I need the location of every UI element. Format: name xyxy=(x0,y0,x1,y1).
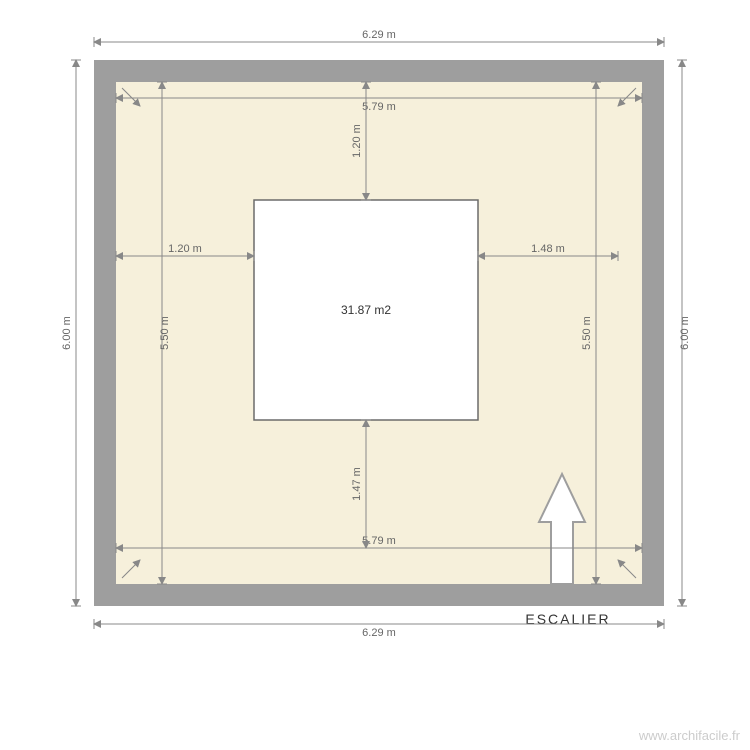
watermark: www.archifacile.fr xyxy=(638,728,741,743)
svg-text:5.79 m: 5.79 m xyxy=(362,535,396,547)
svg-text:1.47 m: 1.47 m xyxy=(351,467,363,501)
svg-text:6.00 m: 6.00 m xyxy=(61,316,73,350)
svg-text:1.20 m: 1.20 m xyxy=(168,243,202,255)
svg-text:1.48 m: 1.48 m xyxy=(531,243,565,255)
svg-text:5.50 m: 5.50 m xyxy=(159,316,171,350)
svg-text:5.50 m: 5.50 m xyxy=(581,316,593,350)
escalier-label: ESCALIER xyxy=(525,611,610,627)
svg-text:6.29 m: 6.29 m xyxy=(362,627,396,639)
area-label: 31.87 m2 xyxy=(341,303,391,317)
floor-plan: 31.87 m2 ESCALIER 6.29 m 6.29 m 6.00 m 6.00… xyxy=(0,0,750,750)
svg-text:6.00 m: 6.00 m xyxy=(679,316,691,350)
svg-text:6.29 m: 6.29 m xyxy=(362,29,396,41)
svg-text:1.20 m: 1.20 m xyxy=(351,124,363,158)
svg-text:5.79 m: 5.79 m xyxy=(362,101,396,113)
